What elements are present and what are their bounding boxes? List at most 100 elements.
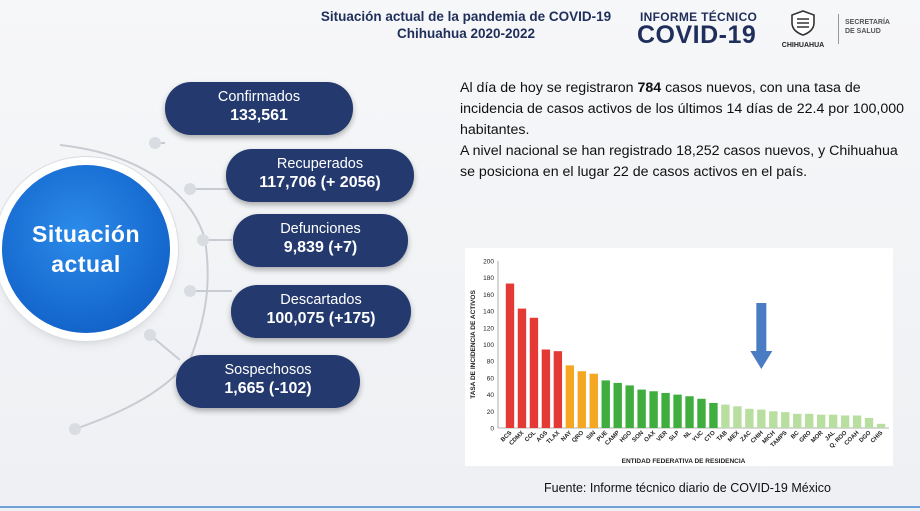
y-tick-label: 120 bbox=[483, 325, 494, 332]
secretaria-line-1: SECRETARÍA bbox=[845, 19, 890, 26]
chihuahua-logo: CHIHUAHUA bbox=[777, 10, 829, 49]
x-tick-label: TAB bbox=[716, 430, 729, 443]
stat-descartados: Descartados 100,075 (+175) bbox=[231, 285, 411, 338]
bar-son bbox=[637, 389, 646, 428]
x-tick-label: NL bbox=[683, 430, 693, 440]
bar-mor bbox=[816, 414, 826, 428]
bar-q-roo bbox=[840, 415, 850, 428]
x-tick-label: QRO bbox=[571, 430, 585, 444]
y-tick-label: 60 bbox=[487, 375, 495, 382]
bar-yuc bbox=[697, 398, 706, 428]
x-tick-label: YUC bbox=[692, 430, 706, 444]
connector-dot bbox=[184, 183, 196, 195]
bar-sin bbox=[589, 373, 598, 428]
covid-label: COVID-19 bbox=[637, 21, 757, 49]
x-tick-label: BC bbox=[790, 430, 801, 441]
x-tick-label: OAX bbox=[644, 430, 657, 443]
y-tick-label: 40 bbox=[487, 392, 495, 399]
down-arrow-icon bbox=[750, 351, 773, 369]
y-tick-label: 140 bbox=[483, 309, 494, 316]
bar-jal bbox=[828, 414, 838, 428]
x-tick-label: SLP bbox=[668, 430, 680, 442]
description-paragraph-2: A nivel nacional se han registrado 18,25… bbox=[460, 143, 898, 180]
connector-dot bbox=[149, 137, 161, 149]
bar-mich bbox=[769, 411, 778, 428]
bar-tlax bbox=[553, 351, 563, 428]
stat-label: Descartados bbox=[280, 292, 362, 308]
stat-label: Confirmados bbox=[217, 89, 301, 105]
title-line-1: Situación actual de la pandemia de COVID… bbox=[320, 9, 612, 24]
y-tick-label: 100 bbox=[483, 342, 494, 349]
bar-tamps bbox=[781, 412, 790, 428]
x-tick-label: CTO bbox=[704, 430, 717, 443]
bar-zac bbox=[745, 408, 754, 428]
stat-defunciones: Defunciones 9,839 (+7) bbox=[233, 214, 408, 267]
desc-text: casos nuevos, con una tasa de incidencia… bbox=[460, 80, 905, 138]
x-tick-label: VER bbox=[656, 430, 669, 443]
incidence-bar-chart: 0 20 40 60 80 100 120 140 160 180 200 TASA DE INCID… bbox=[470, 259, 889, 465]
stat-value: 133,561 bbox=[230, 107, 288, 124]
stat-sospechosos: Sospechosos 1,665 (-102) bbox=[176, 355, 360, 408]
title-line-2: Chihuahua 2020-2022 bbox=[396, 26, 536, 41]
hero-line-2: actual bbox=[51, 251, 121, 277]
x-tick-label: MEX bbox=[727, 430, 740, 443]
bar-col bbox=[529, 317, 539, 428]
y-tick-label: 0 bbox=[490, 426, 494, 433]
stat-label: Defunciones bbox=[280, 221, 361, 237]
page-title: Situación actual de la pandemia de COVID… bbox=[300, 8, 632, 42]
hero-text: Situación actual bbox=[32, 219, 140, 279]
bar-qro bbox=[577, 371, 586, 428]
connector-dot bbox=[197, 234, 209, 246]
bar-dgo bbox=[864, 417, 874, 428]
bar-gro bbox=[805, 413, 814, 428]
x-tick-label: HGO bbox=[619, 430, 633, 444]
y-tick-label: 160 bbox=[483, 292, 494, 299]
connector-dot bbox=[184, 285, 196, 297]
y-tick-label: 180 bbox=[483, 275, 494, 282]
description-paragraph-1: Al día de hoy se registraron 784 casos n… bbox=[460, 78, 910, 141]
logo-text: CHIHUAHUA bbox=[781, 42, 825, 49]
stat-value: 9,839 (+7) bbox=[283, 239, 358, 256]
x-tick-label: SIN bbox=[586, 430, 597, 441]
situacion-actual-circle: Situación actual bbox=[2, 165, 170, 333]
y-tick-label: 200 bbox=[483, 259, 494, 266]
x-tick-label: MOR bbox=[810, 430, 825, 445]
bar-chih bbox=[757, 409, 766, 428]
bar-ver bbox=[661, 392, 670, 428]
logo-divider bbox=[838, 14, 839, 44]
connector-lines bbox=[59, 137, 232, 435]
new-cases-count: 784 bbox=[637, 80, 662, 96]
source-note: Fuente: Informe técnico diario de COVID-… bbox=[544, 481, 831, 495]
bar-tab bbox=[721, 404, 730, 428]
x-axis-label: ENTIDAD FEDERATIVA DE RESIDENCIA bbox=[622, 458, 746, 465]
y-tick-label: 80 bbox=[487, 359, 495, 366]
bar-slp bbox=[673, 394, 682, 428]
bar-oax bbox=[649, 391, 658, 428]
connector-dot bbox=[144, 329, 156, 341]
secretaria-label: SECRETARÍA DE SALUD bbox=[845, 18, 890, 36]
x-tick-label: COL bbox=[524, 430, 537, 443]
bar-bc bbox=[793, 413, 802, 428]
desc-text: Al día de hoy se registraron bbox=[460, 80, 638, 96]
x-tick-label: SON bbox=[632, 430, 645, 443]
bar-cto bbox=[709, 402, 718, 428]
stat-value: 1,665 (-102) bbox=[224, 380, 312, 397]
stat-value: 100,075 (+175) bbox=[266, 310, 376, 327]
bar-nay bbox=[565, 365, 575, 428]
x-tick-label: CHIS bbox=[870, 430, 884, 444]
down-arrow-shaft bbox=[756, 303, 767, 351]
bottom-divider bbox=[0, 506, 920, 508]
secretaria-line-2: DE SALUD bbox=[845, 28, 881, 35]
stat-label: Sospechosos bbox=[224, 362, 312, 378]
bar-ags bbox=[541, 349, 551, 428]
stat-confirmados: Confirmados 133,561 bbox=[165, 82, 353, 135]
connector-dot bbox=[69, 423, 81, 435]
informe-label: INFORME TÉCNICO bbox=[640, 10, 758, 24]
stat-value: 117,706 (+ 2056) bbox=[259, 174, 381, 191]
x-tick-label: GRO bbox=[799, 430, 813, 444]
y-axis-label: TASA DE INCIDENCIA DE ACTIVOS bbox=[470, 290, 477, 399]
y-tick-label: 20 bbox=[487, 409, 495, 416]
bar-hgo bbox=[625, 385, 634, 428]
bar-cdmx bbox=[517, 308, 527, 428]
stat-label: Recuperados bbox=[276, 156, 364, 172]
